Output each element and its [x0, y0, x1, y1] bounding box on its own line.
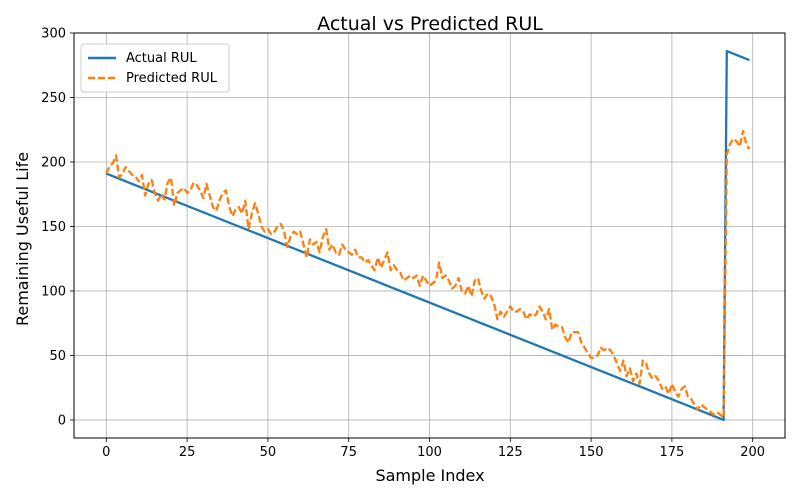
legend-label-predicted: Predicted RUL	[126, 71, 218, 86]
y-tick-label: 200	[41, 155, 66, 170]
y-tick-label: 100	[41, 284, 66, 299]
x-axis-label: Sample Index	[375, 466, 484, 485]
y-tick-label: 150	[41, 220, 66, 235]
series-layer	[105, 49, 751, 422]
x-tick-label: 100	[417, 445, 442, 460]
y-axis-label: Remaining Useful Life	[13, 152, 32, 326]
legend: Actual RUL Predicted RUL	[80, 43, 230, 93]
x-tick-label: 25	[179, 445, 196, 460]
y-tick-label: 50	[49, 349, 66, 364]
legend-label-actual: Actual RUL	[126, 51, 197, 66]
x-tick-label: 125	[498, 445, 523, 460]
y-tick-label: 300	[41, 27, 66, 42]
y-tick-label: 0	[58, 413, 66, 428]
x-tick-label: 75	[340, 445, 357, 460]
chart-title: Actual vs Predicted RUL	[317, 13, 543, 35]
x-tick-label: 200	[740, 445, 765, 460]
x-tick-label: 0	[102, 445, 110, 460]
legend-box	[80, 43, 230, 93]
x-tick-label: 175	[659, 445, 684, 460]
x-tick-label: 150	[579, 445, 604, 460]
x-axis-ticks: 0 25 50 75 100 125 150 175 200	[102, 438, 765, 460]
vertical-gridlines	[105, 33, 754, 438]
x-tick-label: 50	[260, 445, 277, 460]
y-axis-ticks: 0 50 100 150 200 250 300	[41, 27, 74, 428]
y-tick-label: 250	[41, 91, 66, 106]
series-line-predicted-rul	[105, 129, 751, 419]
